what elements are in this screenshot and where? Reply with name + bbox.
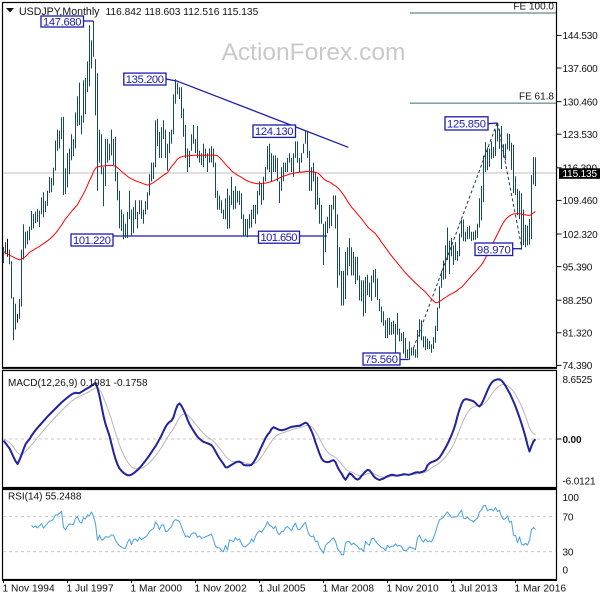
svg-text:144.530: 144.530 — [563, 31, 599, 42]
svg-text:-6.0121: -6.0121 — [563, 477, 596, 488]
svg-text:70: 70 — [563, 512, 574, 523]
svg-text:101.220: 101.220 — [73, 235, 111, 247]
svg-text:81.320: 81.320 — [563, 329, 593, 340]
svg-text:USDJPY,Monthly: USDJPY,Monthly — [19, 6, 100, 18]
svg-text:102.320: 102.320 — [563, 230, 599, 241]
svg-text:88.250: 88.250 — [563, 296, 593, 307]
svg-text:ActionForex.com: ActionForex.com — [222, 39, 406, 66]
svg-text:101.650: 101.650 — [261, 232, 298, 244]
svg-text:109.460: 109.460 — [563, 196, 599, 207]
svg-text:100: 100 — [563, 493, 580, 504]
svg-text:137.600: 137.600 — [563, 64, 599, 75]
svg-text:74.390: 74.390 — [563, 361, 593, 372]
svg-text:124.130: 124.130 — [255, 126, 294, 138]
svg-text:1 Jul 2005: 1 Jul 2005 — [259, 584, 306, 595]
svg-text:147.680: 147.680 — [43, 17, 82, 29]
svg-text:125.850: 125.850 — [447, 118, 486, 130]
svg-text:1 Mar 2000: 1 Mar 2000 — [131, 584, 183, 595]
svg-text:135.200: 135.200 — [126, 74, 164, 86]
svg-text:1 Nov 2010: 1 Nov 2010 — [387, 584, 439, 595]
svg-text:1 Jul 2013: 1 Jul 2013 — [451, 584, 498, 595]
svg-text:FE 100.0: FE 100.0 — [513, 2, 554, 13]
svg-text:0.00: 0.00 — [563, 435, 582, 446]
svg-text:8.6525: 8.6525 — [563, 375, 593, 386]
svg-text:MACD(12,26,9) 0.1981 -0.1758: MACD(12,26,9) 0.1981 -0.1758 — [8, 378, 148, 389]
svg-text:95.390: 95.390 — [563, 262, 593, 273]
svg-text:123.530: 123.530 — [563, 130, 599, 141]
svg-text:1 Mar 2016: 1 Mar 2016 — [515, 584, 567, 595]
svg-text:1 Mar 2008: 1 Mar 2008 — [323, 584, 375, 595]
svg-text:98.970: 98.970 — [477, 244, 511, 256]
svg-text:RSI(14) 55.2488: RSI(14) 55.2488 — [8, 492, 82, 503]
svg-text:1 Nov 2002: 1 Nov 2002 — [195, 584, 247, 595]
svg-text:75.560: 75.560 — [365, 354, 398, 366]
svg-text:0: 0 — [563, 565, 569, 576]
svg-text:FE 61.8: FE 61.8 — [519, 92, 554, 103]
svg-text:30: 30 — [563, 547, 574, 558]
svg-text:1 Jul 1997: 1 Jul 1997 — [67, 584, 114, 595]
svg-text:116.842 118.603 112.516 115.13: 116.842 118.603 112.516 115.135 — [106, 7, 259, 18]
svg-text:130.460: 130.460 — [563, 97, 599, 108]
svg-text:115.135: 115.135 — [563, 169, 598, 180]
svg-text:1 Nov 1994: 1 Nov 1994 — [3, 584, 55, 595]
